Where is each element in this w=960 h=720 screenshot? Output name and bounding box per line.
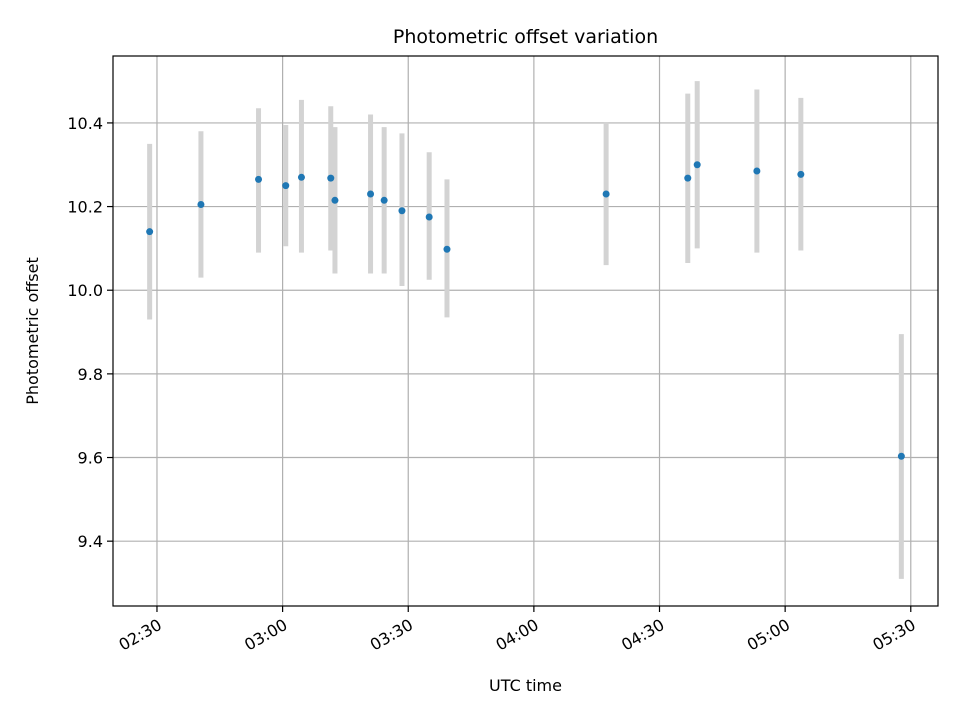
x-axis-title: UTC time [489,676,562,695]
x-tick-label: 05:30 [869,615,918,655]
x-tick-label: 05:00 [744,615,793,655]
chart-title: Photometric offset variation [393,26,658,48]
data-point [897,452,905,460]
data-point [331,196,339,204]
x-tick-label: 03:00 [241,615,290,655]
plot-frame [112,55,939,607]
data-point [684,174,692,182]
y-tick-label: 9.4 [78,532,103,551]
data-point [398,207,406,215]
y-tick-label: 10.0 [67,281,103,300]
data-point [753,167,761,175]
x-tick-label: 04:30 [618,615,667,655]
data-point [443,245,451,253]
y-tick-label: 9.8 [78,365,103,384]
data-point [197,200,205,208]
data-point [797,170,805,178]
data-point [297,173,305,181]
y-tick-label: 9.6 [78,449,103,468]
y-tick-label: 10.4 [67,114,103,133]
data-point [146,228,154,236]
y-axis-title: Photometric offset [23,257,42,405]
grid-layer [113,56,938,606]
data-point [282,182,290,190]
data-point [255,175,263,183]
data-point [327,174,335,182]
data-point [367,190,375,198]
data-point [693,161,701,169]
data-point [425,213,433,221]
x-tick-label: 02:30 [116,615,165,655]
data-point [380,196,388,204]
tick-layer: 02:30 03:00 03:30 04:00 04:30 05:00 05:30 9.4 9.… [67,114,918,655]
x-tick-label: 03:30 [367,615,416,655]
y-tick-label: 10.2 [67,198,103,217]
errorbar-layer [147,81,904,579]
point-layer [146,161,905,460]
data-point [602,190,610,198]
x-tick-label: 04:00 [492,615,541,655]
